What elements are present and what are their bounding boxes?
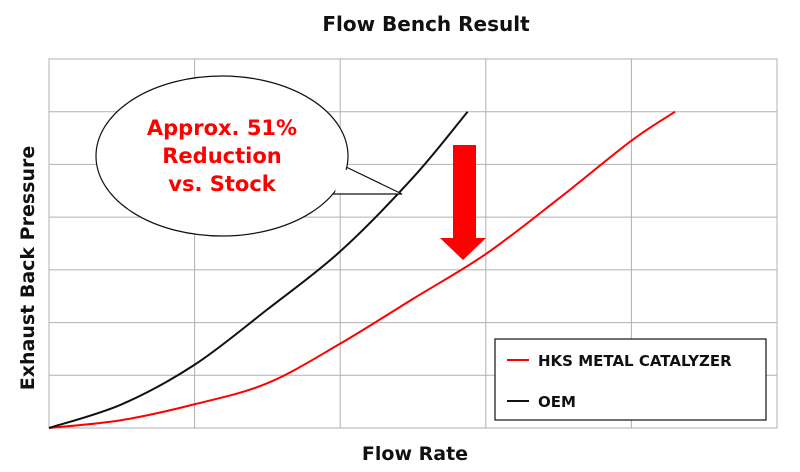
series-line-hks-metal-catalyzer bbox=[48, 110, 676, 429]
y-axis-label: Exhaust Back Pressure bbox=[17, 146, 39, 391]
callout-tail-fill bbox=[335, 167, 395, 193]
legend-label-oem: OEM bbox=[538, 393, 576, 411]
callout-text-line: Approx. 51% bbox=[147, 116, 297, 140]
callout-layer: Approx. 51% Reduction vs. Stock bbox=[95, 75, 403, 237]
series-line-oem bbox=[48, 111, 469, 429]
legend-label-hks-metal-catalyzer: HKS METAL CATALYZER bbox=[538, 352, 732, 370]
reduction-arrow bbox=[440, 145, 486, 260]
callout-bubble bbox=[95, 75, 349, 237]
chart-title: Flow Bench Result bbox=[322, 12, 530, 36]
reduction-arrow-layer bbox=[440, 145, 486, 260]
series-layer bbox=[48, 110, 676, 429]
x-axis-label: Flow Rate bbox=[362, 443, 468, 465]
callout-text-line: Reduction bbox=[162, 144, 281, 168]
legend: HKS METAL CATALYZER OEM bbox=[494, 338, 767, 421]
legend-box bbox=[494, 338, 767, 421]
callout-text-line: vs. Stock bbox=[168, 172, 277, 196]
